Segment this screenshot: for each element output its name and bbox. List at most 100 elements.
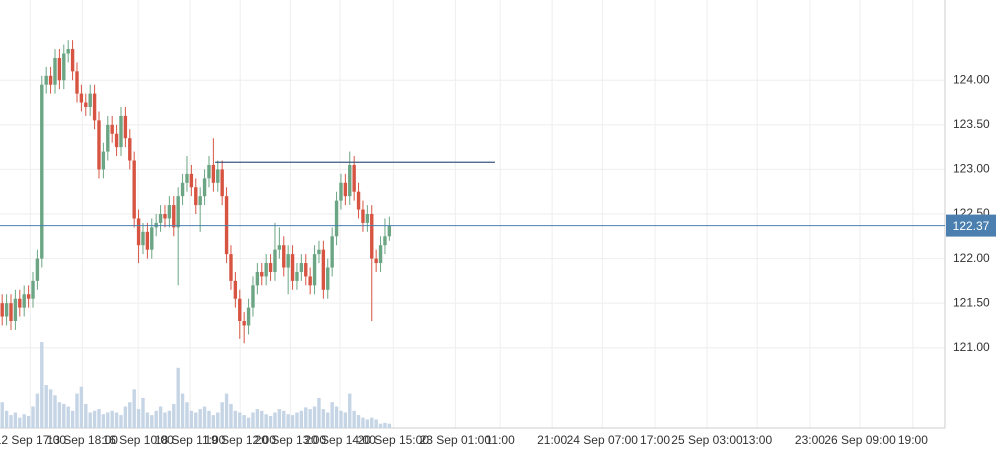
candle-body bbox=[88, 93, 92, 107]
candle-body bbox=[66, 49, 70, 54]
volume-bar bbox=[202, 406, 207, 428]
x-tick-label: 24 Sep 07:00 bbox=[567, 433, 639, 447]
candle-body bbox=[220, 169, 224, 197]
volume-bar bbox=[282, 410, 286, 428]
current-price-box bbox=[946, 214, 996, 237]
candle-body bbox=[18, 298, 22, 308]
candle-body bbox=[180, 182, 185, 197]
volume-bar bbox=[251, 412, 255, 428]
volume-bar bbox=[97, 409, 101, 428]
volume-bar bbox=[62, 403, 66, 428]
volume-bar bbox=[172, 403, 176, 428]
volume-bar bbox=[110, 410, 114, 428]
volume-bar bbox=[330, 402, 334, 428]
x-tick-label: 13:00 bbox=[742, 433, 772, 447]
candle-body bbox=[268, 263, 273, 272]
volume-bar bbox=[277, 409, 282, 428]
candle-body bbox=[189, 173, 194, 188]
candle-body bbox=[132, 160, 136, 219]
candle-body bbox=[136, 218, 141, 246]
volume-bar bbox=[233, 410, 238, 428]
volume-bar bbox=[383, 422, 387, 428]
volume-bar bbox=[224, 393, 229, 428]
candle-body bbox=[356, 191, 361, 210]
candle-body bbox=[321, 249, 326, 290]
volume-bar bbox=[216, 412, 220, 428]
volume-bar bbox=[229, 403, 233, 428]
volume-bar bbox=[22, 414, 26, 428]
y-tick-label: 123.50 bbox=[953, 117, 990, 131]
candle-body bbox=[273, 249, 277, 272]
x-tick-label: 17:00 bbox=[640, 433, 670, 447]
volume-bar bbox=[119, 415, 123, 428]
volume-bar bbox=[207, 410, 211, 428]
x-tick-label: 18 Sep 11:00 bbox=[155, 433, 226, 447]
volume-bar bbox=[255, 409, 260, 428]
candle-body bbox=[343, 182, 348, 197]
candle-body bbox=[114, 133, 119, 148]
volume-bar bbox=[88, 412, 92, 428]
x-tick-label: 16 Sep 10:00 bbox=[102, 433, 174, 447]
y-tick-label: 122.00 bbox=[953, 251, 990, 265]
candle-body bbox=[282, 245, 286, 268]
candle-body bbox=[290, 254, 295, 281]
volume-bar bbox=[317, 397, 321, 428]
y-tick-label: 124.00 bbox=[953, 72, 990, 86]
candle-body bbox=[229, 254, 233, 281]
candle-body bbox=[31, 280, 35, 299]
volume-bar bbox=[136, 409, 141, 428]
candle-body bbox=[62, 53, 66, 81]
candle-body bbox=[57, 57, 62, 81]
volume-bar bbox=[48, 389, 53, 428]
candle-body bbox=[9, 303, 13, 321]
candle-body bbox=[233, 280, 238, 299]
candle-body bbox=[238, 298, 242, 321]
volume-bar bbox=[154, 410, 158, 428]
volume-bar bbox=[0, 402, 4, 428]
candle-body bbox=[106, 124, 110, 152]
volume-bar bbox=[40, 342, 44, 428]
candle-body bbox=[22, 294, 26, 308]
volume-bar bbox=[242, 415, 246, 428]
candle-body bbox=[387, 225, 392, 237]
volume-bar bbox=[70, 410, 75, 428]
candle-body bbox=[123, 115, 128, 139]
candle-body bbox=[374, 258, 378, 264]
candle-body bbox=[97, 120, 101, 170]
volume-bar bbox=[9, 415, 13, 428]
candle-body bbox=[40, 84, 44, 259]
candle-body bbox=[13, 298, 18, 321]
volume-bar bbox=[158, 406, 163, 428]
volume-bar bbox=[295, 412, 299, 428]
candle-body bbox=[317, 249, 321, 255]
volume-bar bbox=[185, 402, 189, 428]
candle-body bbox=[48, 75, 53, 85]
volume-bar bbox=[339, 410, 343, 428]
x-tick-label: 20 Sep 13:00 bbox=[255, 433, 327, 447]
candle-body bbox=[326, 267, 330, 290]
candle-body bbox=[70, 49, 75, 72]
volume-bar bbox=[343, 412, 348, 428]
candle-body bbox=[198, 196, 202, 206]
candle-body bbox=[299, 263, 304, 272]
volume-bar bbox=[53, 395, 57, 428]
volume-bar bbox=[299, 410, 304, 428]
volume-bar bbox=[189, 410, 194, 428]
volume-bar bbox=[145, 412, 150, 428]
volume-bar bbox=[211, 415, 216, 428]
candle-body bbox=[79, 93, 84, 103]
volume-bar bbox=[31, 406, 35, 428]
candle-body bbox=[383, 236, 387, 246]
candle-body bbox=[44, 75, 48, 85]
candle-body bbox=[334, 200, 339, 237]
volume-bar bbox=[57, 402, 62, 428]
volume-bar bbox=[361, 417, 365, 428]
x-tick-label: 13 Sep 18:00 bbox=[47, 433, 119, 447]
candle-body bbox=[167, 205, 172, 219]
volume-bar bbox=[304, 407, 308, 428]
volume-bar bbox=[26, 415, 31, 428]
candle-body bbox=[185, 173, 189, 183]
volume-bar bbox=[264, 414, 268, 428]
